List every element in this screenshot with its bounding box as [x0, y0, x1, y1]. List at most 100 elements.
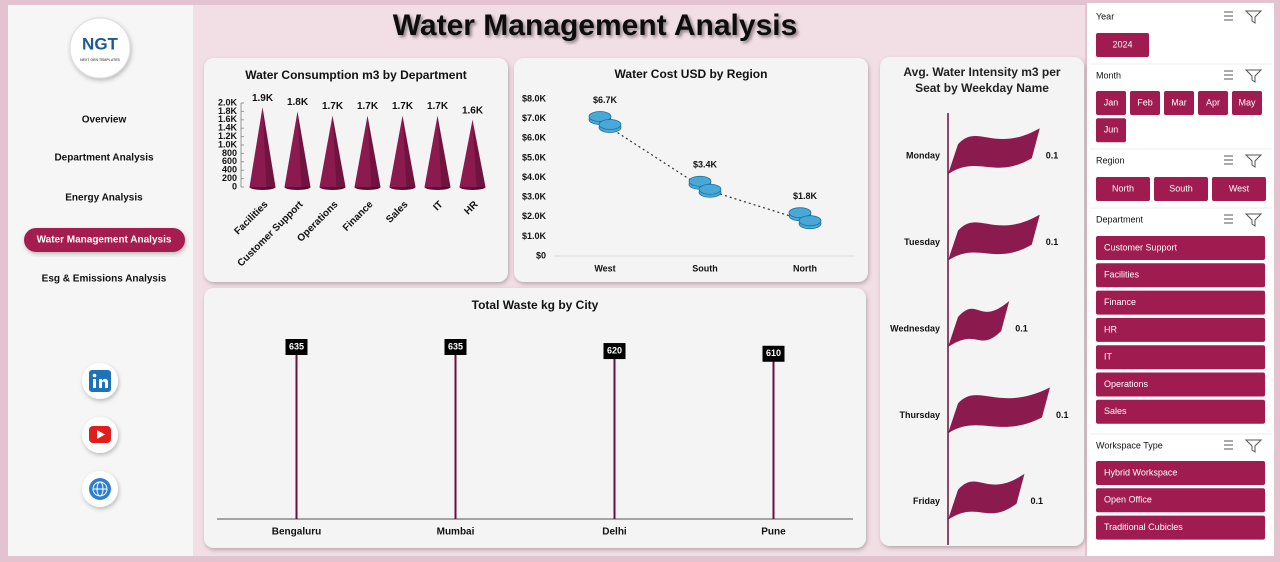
y-tick-label: 1.4K — [218, 123, 238, 133]
y-tick-label: 800 — [222, 148, 237, 158]
coin — [788, 207, 812, 219]
card — [514, 58, 868, 282]
slicer-item: Apr — [1206, 97, 1220, 107]
bar — [459, 119, 486, 187]
slicer-button[interactable] — [1096, 118, 1126, 143]
cone-shade — [367, 115, 381, 189]
logo-tagline: NEXT GEN TEMPLATES — [80, 58, 120, 62]
y-tick-label: $2.0K — [522, 211, 547, 221]
x-tick-label: South — [692, 263, 718, 273]
slicer-button[interactable] — [1096, 263, 1265, 288]
slicer-button[interactable] — [1096, 345, 1265, 370]
nav-item[interactable]: Esg & Emissions Analysis — [42, 274, 167, 285]
y-tick-label: $4.0K — [522, 172, 547, 182]
slicer-item: HR — [1104, 324, 1117, 334]
slicer-item: Customer Support — [1104, 242, 1178, 252]
value-label: $3.4K — [693, 160, 718, 170]
x-tick-label: Pune — [761, 527, 786, 538]
y-tick-label: $5.0K — [522, 152, 547, 162]
bar — [319, 115, 346, 187]
slicer-button[interactable] — [1096, 33, 1149, 57]
social-icons — [82, 363, 118, 507]
nav-item[interactable]: Overview — [82, 115, 127, 126]
slicer-button[interactable] — [1164, 91, 1194, 115]
web-glyph — [92, 481, 108, 497]
slicer-icons — [1224, 69, 1263, 83]
slicer-item: Operations — [1104, 379, 1149, 389]
value-label: 0.1 — [1046, 151, 1059, 161]
value-label: 1.6K — [462, 105, 484, 116]
bar — [948, 214, 1040, 261]
bar — [249, 107, 276, 187]
filter-icon — [1244, 439, 1263, 453]
bar — [354, 115, 381, 187]
slicer-title: Department — [1096, 214, 1144, 224]
bar — [948, 301, 1010, 347]
card — [880, 57, 1084, 546]
coin — [798, 215, 822, 227]
slicer-button[interactable] — [1096, 91, 1126, 115]
value-label: 620 — [607, 345, 622, 355]
slicer-button[interactable] — [1232, 91, 1262, 115]
y-tick-label: $1.0K — [522, 231, 547, 241]
slicer-button[interactable] — [1096, 317, 1265, 342]
filter-icon — [1244, 213, 1263, 227]
filter-icon — [1244, 10, 1263, 24]
logo — [69, 17, 131, 79]
value-label: 1.7K — [322, 101, 344, 112]
slicer-button[interactable] — [1198, 91, 1228, 115]
value-label: $1.8K — [793, 191, 818, 201]
slicer-item: Jan — [1104, 97, 1119, 107]
slicer-item: Traditional Cubicles — [1104, 522, 1183, 532]
slicer-button[interactable] — [1096, 290, 1265, 315]
nav-item[interactable]: Energy Analysis — [65, 193, 143, 204]
y-tick-label: 600 — [222, 156, 237, 166]
cone-shade — [472, 119, 486, 189]
slicer-title: Year — [1096, 11, 1114, 21]
cone-shade — [437, 115, 451, 189]
page-title: Water Management Analysis — [393, 9, 798, 42]
slicer-button[interactable] — [1096, 488, 1265, 513]
slicer-title: Region — [1096, 155, 1125, 165]
slicer-button[interactable] — [1096, 399, 1265, 424]
slicer-button[interactable] — [1212, 177, 1266, 201]
title-box: Avg. Water Intensity m3 per Seat by Week… — [903, 65, 1060, 95]
slicer-button[interactable] — [1096, 372, 1265, 397]
chart-title: Water Consumption m3 by Department — [245, 68, 467, 82]
slicer-button[interactable] — [1096, 177, 1150, 201]
y-tick-label: 400 — [222, 165, 237, 175]
slicer-title: Workspace Type — [1096, 440, 1163, 450]
y-tick-label: 1.0K — [218, 139, 238, 149]
bar — [424, 115, 451, 187]
y-tick-label: $3.0K — [522, 192, 547, 202]
filter-icon — [1244, 154, 1263, 168]
coin — [598, 119, 622, 130]
chart-title: Total Waste kg by City — [472, 298, 599, 312]
slicer-item: Sales — [1104, 406, 1127, 416]
slicer-item: South — [1169, 183, 1193, 193]
nav-item[interactable]: Water Management Analysis — [37, 235, 172, 246]
logo-text: NGT — [82, 34, 119, 53]
bar — [389, 115, 416, 187]
card — [204, 288, 866, 548]
slicer-button[interactable] — [1096, 461, 1265, 485]
cone-shade — [262, 107, 276, 189]
nav-item[interactable]: Department Analysis — [54, 153, 154, 164]
value-label: 1.7K — [392, 101, 414, 112]
slicer-item: Mar — [1171, 97, 1187, 107]
card — [204, 58, 508, 282]
bar — [284, 111, 311, 187]
youtube-glyph — [97, 430, 105, 439]
y-tick-label: $7.0K — [522, 113, 547, 123]
coin — [588, 111, 612, 122]
slicer-item: Hybrid Workspace — [1104, 467, 1177, 477]
slicer-item: Finance — [1104, 297, 1136, 307]
y-tick-label: 1.8K — [218, 106, 238, 116]
slicer-button[interactable] — [1096, 236, 1265, 260]
slicer-button[interactable] — [1154, 177, 1208, 201]
slicer-button[interactable] — [1130, 91, 1160, 115]
y-tick-label: Friday — [913, 496, 940, 506]
slicer-item: May — [1238, 97, 1256, 107]
slicer-button[interactable] — [1096, 515, 1265, 540]
